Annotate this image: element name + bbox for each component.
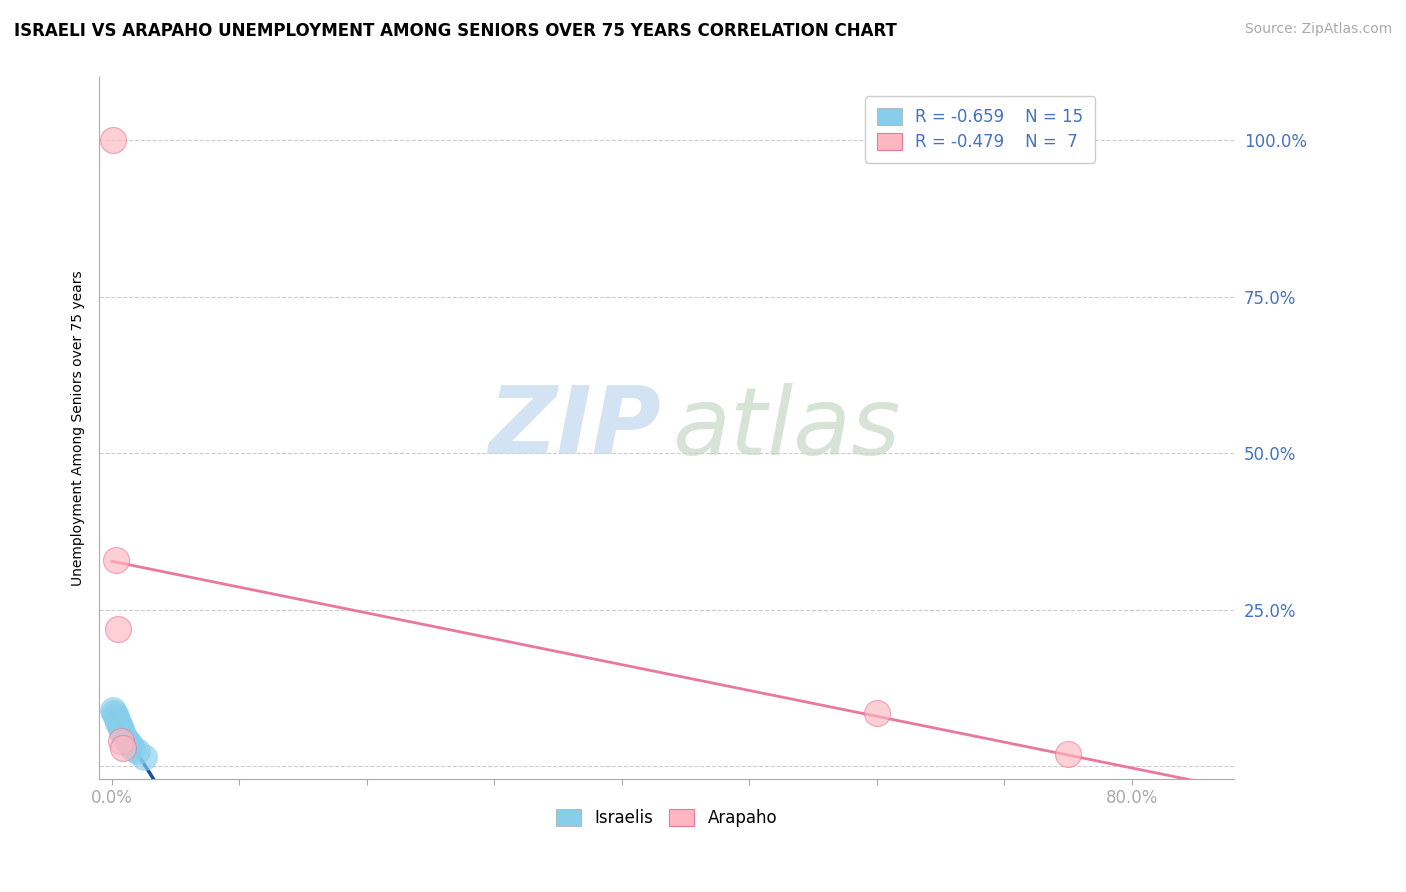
Point [107,622,129,636]
Legend: Israelis, Arapaho: Israelis, Arapaho [548,802,785,834]
Point [104,552,127,566]
Text: Source: ZipAtlas.com: Source: ZipAtlas.com [1244,22,1392,37]
Point [107,715,129,730]
Point [1057,747,1080,761]
Point [101,703,124,717]
Point [118,738,141,752]
Y-axis label: Unemployment Among Seniors over 75 years: Unemployment Among Seniors over 75 years [72,270,86,586]
Point [115,734,138,748]
Point [114,731,136,746]
Point [127,744,149,758]
Point [108,719,131,733]
Point [104,709,127,723]
Point [110,722,132,736]
Text: ZIP: ZIP [488,382,661,475]
Point [866,706,889,721]
Text: atlas: atlas [672,383,900,474]
Point [132,750,155,764]
Text: ISRAELI VS ARAPAHO UNEMPLOYMENT AMONG SENIORS OVER 75 YEARS CORRELATION CHART: ISRAELI VS ARAPAHO UNEMPLOYMENT AMONG SE… [14,22,897,40]
Point [111,725,134,739]
Point [112,728,135,742]
Point [121,740,143,755]
Point [105,713,128,727]
Point [110,734,132,748]
Point [101,133,124,147]
Point [112,740,135,755]
Point [103,706,125,721]
